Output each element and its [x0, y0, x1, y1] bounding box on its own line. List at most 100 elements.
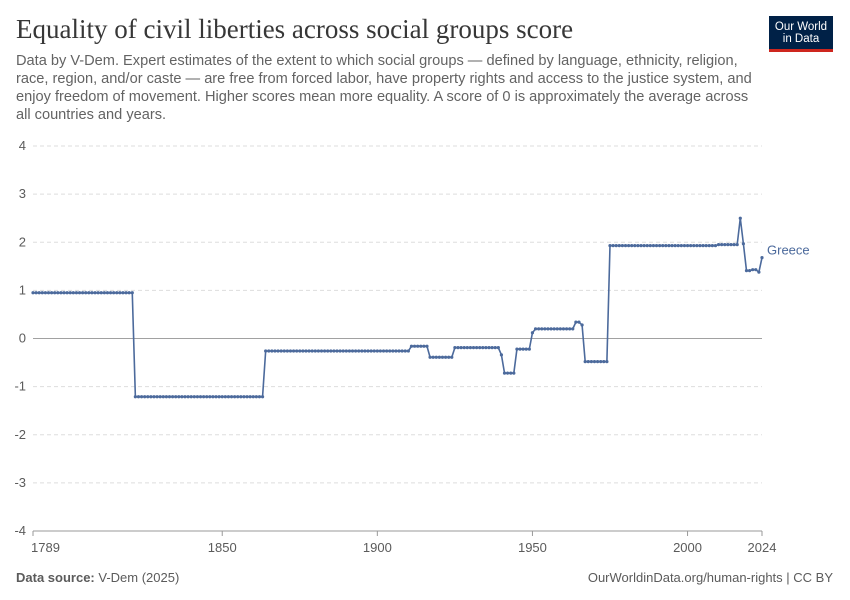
data-point[interactable] — [599, 360, 603, 364]
data-point[interactable] — [658, 244, 662, 248]
data-point[interactable] — [664, 244, 668, 248]
data-point[interactable] — [630, 244, 634, 248]
data-point[interactable] — [465, 346, 469, 350]
data-point[interactable] — [571, 327, 575, 331]
data-point[interactable] — [533, 327, 538, 331]
data-point[interactable] — [239, 395, 243, 399]
data-point[interactable] — [744, 269, 749, 273]
data-point[interactable] — [754, 268, 758, 272]
data-point[interactable] — [490, 346, 494, 350]
data-point[interactable] — [99, 291, 103, 295]
data-point[interactable] — [189, 395, 193, 399]
data-point[interactable] — [267, 349, 271, 353]
data-point[interactable] — [341, 349, 345, 353]
data-point[interactable] — [211, 395, 215, 399]
data-point[interactable] — [747, 269, 752, 273]
data-point[interactable] — [614, 244, 618, 248]
data-point[interactable] — [701, 244, 705, 248]
data-point[interactable] — [527, 347, 531, 351]
data-point[interactable] — [381, 349, 386, 353]
data-point[interactable] — [462, 346, 466, 350]
data-point[interactable] — [707, 244, 711, 248]
data-point[interactable] — [636, 244, 640, 248]
data-point[interactable] — [177, 395, 181, 399]
data-point[interactable] — [276, 349, 280, 353]
data-point[interactable] — [316, 349, 320, 353]
data-point[interactable] — [46, 291, 51, 295]
data-point[interactable] — [608, 244, 612, 248]
data-point[interactable] — [164, 395, 168, 399]
data-point[interactable] — [357, 349, 361, 353]
data-point[interactable] — [518, 347, 522, 351]
data-point[interactable] — [121, 291, 125, 295]
data-point[interactable] — [90, 291, 94, 295]
data-point[interactable] — [648, 244, 652, 248]
data-point[interactable] — [679, 244, 683, 248]
data-point[interactable] — [478, 346, 482, 350]
data-point[interactable] — [716, 243, 721, 247]
data-point[interactable] — [347, 349, 352, 353]
data-point[interactable] — [530, 331, 535, 335]
data-point[interactable] — [595, 360, 600, 364]
data-point[interactable] — [726, 243, 730, 247]
data-point[interactable] — [56, 291, 60, 295]
data-point[interactable] — [279, 349, 283, 353]
data-point[interactable] — [453, 346, 457, 350]
owid-logo[interactable]: Our World in Data — [769, 16, 833, 52]
data-point[interactable] — [416, 344, 420, 348]
data-point[interactable] — [152, 395, 156, 399]
data-point[interactable] — [561, 327, 566, 331]
data-point[interactable] — [685, 244, 690, 248]
data-point[interactable] — [589, 360, 593, 364]
data-point[interactable] — [623, 244, 628, 248]
data-point[interactable] — [270, 349, 274, 353]
data-point[interactable] — [105, 291, 110, 295]
data-point[interactable] — [751, 268, 755, 272]
data-point[interactable] — [171, 395, 175, 399]
data-point[interactable] — [682, 244, 687, 248]
data-point[interactable] — [136, 395, 141, 399]
data-point[interactable] — [602, 360, 606, 364]
data-point[interactable] — [425, 344, 429, 348]
data-point[interactable] — [605, 360, 609, 364]
data-point[interactable] — [713, 244, 718, 248]
data-point[interactable] — [257, 395, 262, 399]
data-point[interactable] — [363, 349, 367, 353]
data-point[interactable] — [233, 395, 237, 399]
data-point[interactable] — [549, 327, 553, 331]
data-point[interactable] — [118, 291, 122, 295]
data-point[interactable] — [667, 244, 671, 248]
data-point[interactable] — [149, 395, 153, 399]
data-point[interactable] — [394, 349, 398, 353]
data-point[interactable] — [546, 327, 550, 331]
data-point[interactable] — [102, 291, 106, 295]
data-point[interactable] — [236, 395, 240, 399]
data-point[interactable] — [326, 349, 330, 353]
data-point[interactable] — [592, 360, 597, 364]
data-point[interactable] — [43, 291, 48, 295]
data-point[interactable] — [558, 327, 562, 331]
data-point[interactable] — [167, 395, 172, 399]
data-point[interactable] — [409, 344, 414, 348]
data-point[interactable] — [282, 349, 286, 353]
data-point[interactable] — [633, 244, 637, 248]
data-point[interactable] — [369, 349, 373, 353]
data-point[interactable] — [115, 291, 119, 295]
data-point[interactable] — [366, 349, 370, 353]
data-point[interactable] — [388, 349, 392, 353]
data-point[interactable] — [543, 327, 547, 331]
data-point[interactable] — [617, 244, 621, 248]
data-point[interactable] — [502, 371, 507, 375]
data-point[interactable] — [741, 242, 745, 246]
data-point[interactable] — [732, 243, 736, 247]
data-point[interactable] — [223, 395, 227, 399]
data-point[interactable] — [50, 291, 54, 295]
data-point[interactable] — [568, 327, 572, 331]
data-point[interactable] — [642, 244, 646, 248]
data-point[interactable] — [735, 243, 739, 247]
data-point[interactable] — [350, 349, 355, 353]
data-point[interactable] — [124, 291, 128, 295]
data-point[interactable] — [524, 347, 528, 351]
data-point[interactable] — [245, 395, 249, 399]
data-point[interactable] — [161, 395, 165, 399]
